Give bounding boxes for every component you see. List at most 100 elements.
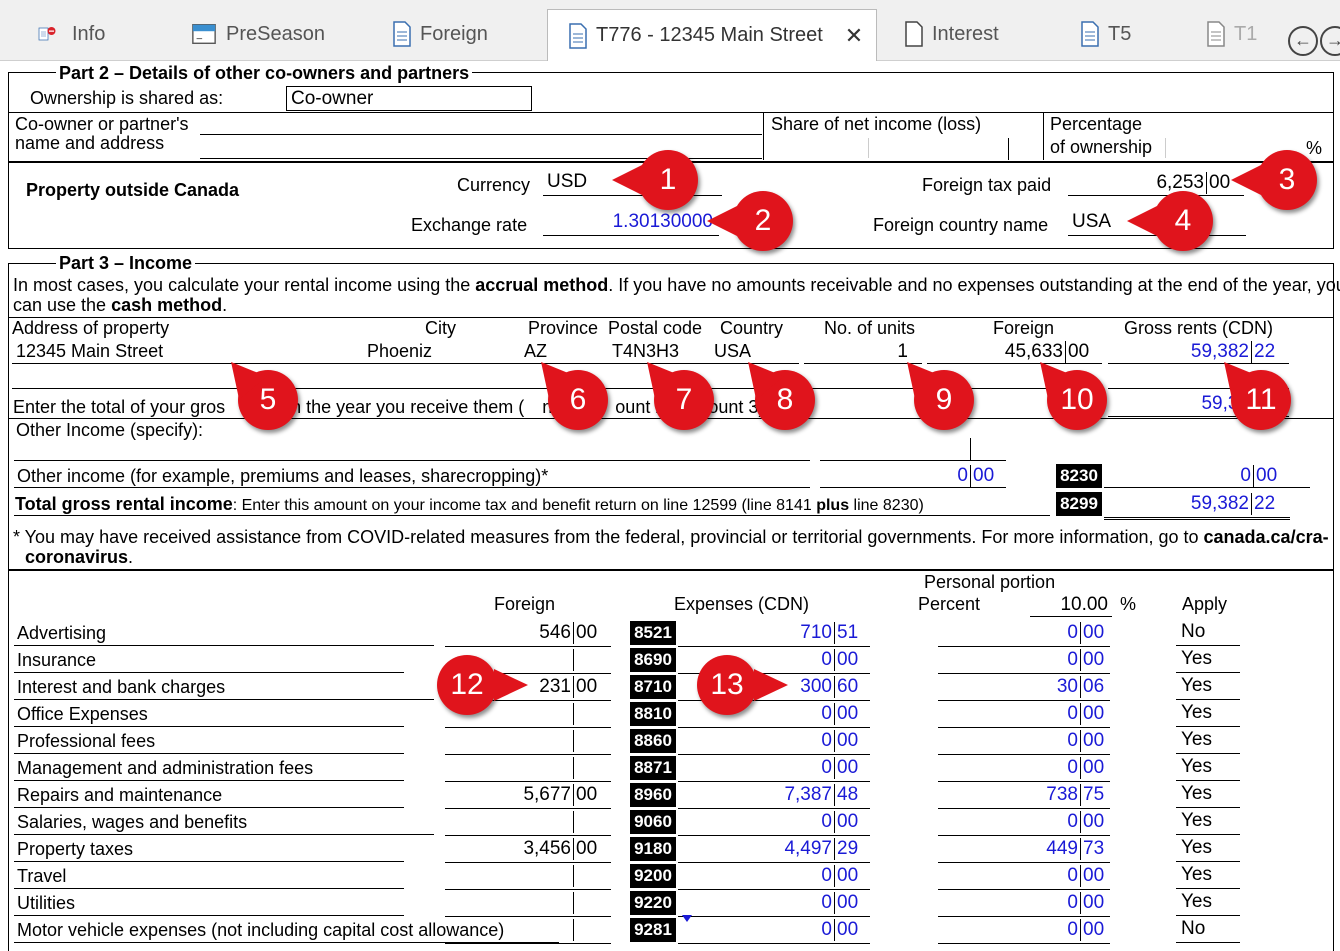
exchange-rate-label: Exchange rate: [411, 215, 528, 235]
property-row[interactable]: [12, 339, 799, 364]
property-city[interactable]: Phoeniz: [367, 341, 433, 361]
expense-foreign-field[interactable]: [445, 890, 611, 917]
expense-foreign-field[interactable]: [445, 647, 611, 674]
expense-foreign-field[interactable]: [445, 674, 611, 701]
expense-personal-field[interactable]: [938, 809, 1110, 836]
expense-cdn-field[interactable]: [678, 809, 870, 836]
expense-apply-field[interactable]: Yes: [1176, 863, 1240, 889]
units-field-2[interactable]: [804, 366, 922, 389]
units-field[interactable]: [804, 339, 922, 364]
expense-apply-field[interactable]: Yes: [1176, 728, 1240, 754]
expense-foreign-field[interactable]: [445, 917, 611, 944]
expense-foreign-field[interactable]: [445, 809, 611, 836]
tab-interest[interactable]: Interest: [904, 8, 999, 60]
tab-preseason[interactable]: PreSeason: [190, 8, 325, 60]
expense-code: 8810: [630, 702, 676, 726]
expense-foreign-field[interactable]: [445, 755, 611, 782]
tab-foreign[interactable]: Foreign: [392, 8, 488, 60]
percent-field[interactable]: [1030, 592, 1112, 617]
expense-apply-field[interactable]: Yes: [1176, 809, 1240, 835]
expense-apply-field[interactable]: Yes: [1176, 755, 1240, 781]
callout-5: 5: [238, 370, 298, 430]
tab-t1[interactable]: T1: [1206, 8, 1257, 60]
expense-personal-field[interactable]: [938, 620, 1110, 647]
coowner-address-field[interactable]: [200, 138, 762, 159]
tab-t5[interactable]: T5: [1080, 8, 1131, 60]
expense-personal-field[interactable]: [938, 674, 1110, 701]
expense-foreign-cents: 00: [576, 622, 598, 643]
expense-code: 8960: [630, 783, 676, 807]
code-8230-field[interactable]: [1104, 461, 1310, 488]
expense-personal-field[interactable]: [938, 863, 1110, 890]
expense-label: Repairs and maintenance: [17, 785, 223, 805]
gross-rents-field[interactable]: [1108, 339, 1289, 364]
expense-cdn-dollars: 0: [821, 811, 832, 832]
percentage-field[interactable]: [1165, 138, 1296, 158]
expense-cdn-field[interactable]: [678, 755, 870, 782]
expense-personal-field[interactable]: [938, 836, 1110, 863]
exchange-rate-field[interactable]: 1.30130000: [543, 211, 719, 236]
other-income-specify-amount[interactable]: [820, 438, 1006, 461]
expense-apply-field[interactable]: Yes: [1176, 674, 1240, 700]
expense-personal-field[interactable]: [938, 782, 1110, 809]
expense-personal-cents: 00: [1080, 622, 1104, 644]
coowner-name-field[interactable]: [200, 114, 762, 135]
expense-foreign-field[interactable]: [445, 836, 611, 863]
expense-cdn-field[interactable]: [678, 890, 870, 917]
expense-apply-field[interactable]: Yes: [1176, 701, 1240, 727]
expense-cdn-field[interactable]: [678, 863, 870, 890]
expense-cdn-cents: 00: [834, 919, 858, 941]
expense-foreign-field[interactable]: [445, 863, 611, 890]
gross-rents-field-2[interactable]: [1108, 366, 1289, 389]
expense-apply-field[interactable]: Yes: [1176, 647, 1240, 673]
share-field[interactable]: [868, 138, 1009, 158]
expense-foreign-field[interactable]: [445, 701, 611, 728]
expense-code: 8710: [630, 675, 676, 699]
foreign-income-field[interactable]: [927, 339, 1102, 364]
expense-personal-field[interactable]: [938, 647, 1110, 674]
expense-apply-field[interactable]: Yes: [1176, 836, 1240, 862]
expense-personal-field[interactable]: [938, 755, 1110, 782]
other-income-specify-field[interactable]: [14, 438, 810, 461]
expense-cdn-field[interactable]: [678, 701, 870, 728]
property-address[interactable]: 12345 Main Street: [16, 341, 164, 361]
foreign-income-field-2[interactable]: [927, 366, 1102, 389]
tab-info[interactable]: Info: [38, 8, 105, 60]
property-country[interactable]: USA: [714, 341, 752, 361]
property-province[interactable]: AZ: [524, 341, 548, 361]
scroll-right-icon[interactable]: →: [1320, 26, 1340, 56]
expense-personal-field[interactable]: [938, 917, 1110, 944]
expense-cdn-field[interactable]: [678, 782, 870, 809]
expense-cdn-field[interactable]: [678, 620, 870, 647]
ownership-field[interactable]: Co-owner: [286, 86, 532, 111]
property-row-2[interactable]: [12, 366, 799, 389]
expense-apply-field[interactable]: No: [1176, 620, 1240, 646]
total-gross-field[interactable]: [1104, 489, 1290, 520]
property-postal[interactable]: T4N3H3: [612, 341, 680, 361]
dropdown-marker-icon[interactable]: [682, 915, 692, 922]
expense-foreign-field[interactable]: [445, 782, 611, 809]
expenses-col-percent: Percent: [918, 594, 981, 614]
callout-6: 6: [548, 370, 608, 430]
expense-personal-field[interactable]: [938, 728, 1110, 755]
expense-apply-field[interactable]: Yes: [1176, 782, 1240, 808]
expense-foreign-field[interactable]: [445, 620, 611, 647]
other-income-field[interactable]: [820, 461, 1006, 488]
expense-foreign-field[interactable]: [445, 728, 611, 755]
expense-personal-field[interactable]: [938, 701, 1110, 728]
callout-10: 10: [1047, 370, 1107, 430]
expense-cdn-field[interactable]: [678, 728, 870, 755]
expense-apply-field[interactable]: Yes: [1176, 890, 1240, 916]
expense-cdn-field[interactable]: [678, 836, 870, 863]
scroll-left-icon[interactable]: ←: [1288, 26, 1318, 56]
foreign-country-label: Foreign country name: [873, 215, 1049, 235]
expense-cdn-cents: 00: [834, 757, 858, 779]
expense-cdn-cents: 29: [834, 838, 858, 860]
foreign-tax-field[interactable]: [1068, 171, 1244, 196]
expense-cdn-field[interactable]: [678, 917, 870, 944]
expense-personal-field[interactable]: [938, 890, 1110, 917]
expense-apply-field[interactable]: No: [1176, 917, 1240, 943]
total-rents-field[interactable]: [1108, 392, 1289, 417]
tab-t776[interactable]: T776 - 12345 Main Street ✕: [547, 9, 877, 61]
close-icon[interactable]: ✕: [844, 22, 864, 48]
